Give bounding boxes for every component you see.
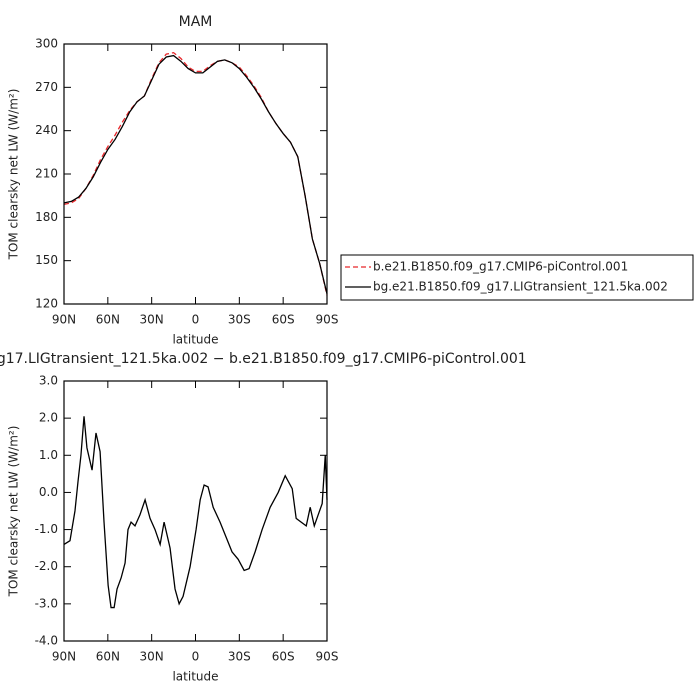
plot-frame (63, 380, 328, 642)
y-tick-label: -3.0 (35, 596, 58, 610)
y-tick-label: 270 (35, 80, 58, 94)
legend-label: bg.e21.B1850.f09_g17.LIGtransient_121.5k… (373, 280, 668, 294)
x-tick-label: 60S (272, 313, 295, 327)
data-line (63, 51, 328, 296)
y-tick-label: -2.0 (35, 559, 58, 573)
y-tick-label: 300 (35, 37, 58, 51)
y-axis-title: TOM clearsky net LW (W/m²) (7, 89, 21, 261)
y-tick-label: 180 (35, 210, 58, 224)
y-tick-label: 3.0 (39, 374, 58, 388)
y-tick-label: 210 (35, 167, 58, 181)
x-tick-label: 60S (272, 650, 295, 664)
x-tick-label: 30N (140, 313, 164, 327)
x-tick-label: 0 (192, 650, 200, 664)
data-line (63, 54, 328, 295)
x-tick-label: 90S (316, 650, 339, 664)
x-tick-label: 60N (96, 650, 120, 664)
x-tick-label: 30N (140, 650, 164, 664)
x-axis-title: latitude (172, 333, 218, 347)
y-tick-label: 2.0 (39, 411, 58, 425)
y-tick-label: 1.0 (39, 448, 58, 462)
x-tick-label: 30S (228, 650, 251, 664)
y-axis-title: TOM clearsky net LW (W/m²) (7, 426, 21, 598)
legend-label: b.e21.B1850.f09_g17.CMIP6-piControl.001 (373, 260, 628, 274)
x-tick-label: 90S (316, 313, 339, 327)
x-axis-title: latitude (172, 670, 218, 684)
x-tick-label: 60N (96, 313, 120, 327)
x-tick-label: 90N (52, 650, 76, 664)
legend-box (340, 254, 694, 301)
y-tick-label: 0.0 (39, 485, 58, 499)
chart-title: bg.e21.B1850.f09_g17.LIGtransient_121.5k… (0, 351, 527, 367)
y-tick-label: -1.0 (35, 522, 58, 536)
y-tick-label: 150 (35, 253, 58, 267)
y-tick-label: 240 (35, 123, 58, 137)
x-tick-label: 30S (228, 313, 251, 327)
y-tick-label: 120 (35, 297, 58, 311)
y-tick-label: -4.0 (35, 634, 58, 648)
plot-frame (63, 43, 328, 305)
x-tick-label: 90N (52, 313, 76, 327)
chart-title: MAM (179, 14, 213, 30)
x-tick-label: 0 (192, 313, 200, 327)
data-line (63, 416, 328, 609)
